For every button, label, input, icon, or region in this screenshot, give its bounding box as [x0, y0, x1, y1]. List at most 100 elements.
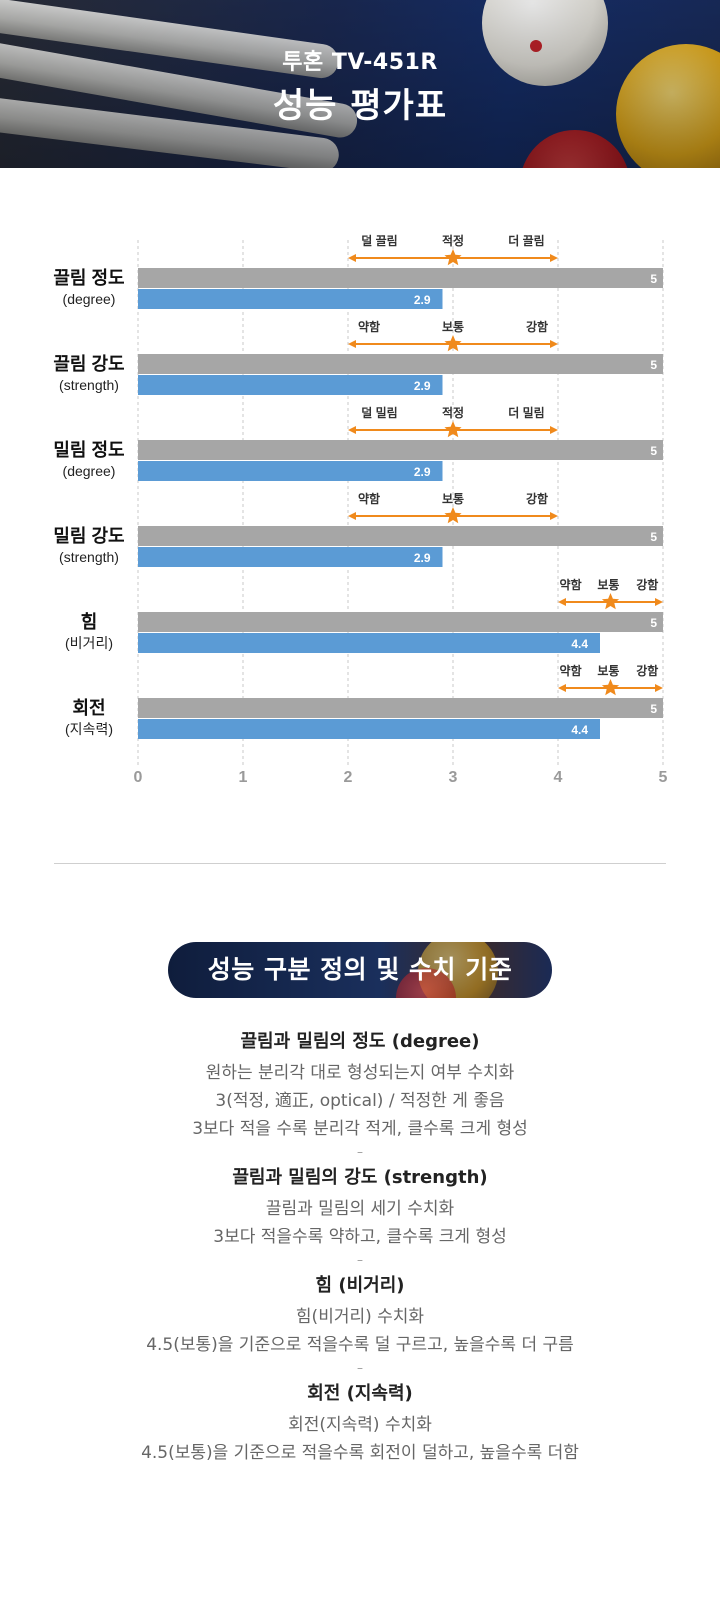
value-bar-label: 4.4 — [571, 637, 588, 651]
scale-arrow-right-head — [550, 254, 558, 262]
scale-arrow-left-head — [348, 426, 356, 434]
definition-line: 끌림과 밀림의 세기 수치화 — [265, 1199, 455, 1219]
definition-separator: – — [357, 1253, 363, 1267]
row-label: 밀림 강도 — [53, 526, 124, 546]
section-divider — [54, 863, 666, 864]
value-bar-label: 2.9 — [414, 551, 431, 565]
definition-power: 힘 (비거리) 힘(비거리) 수치화 4.5(보통)을 기준으로 적을수록 덜 … — [0, 1269, 720, 1377]
scale-arrow-left-head — [348, 254, 356, 262]
scale-arrow-right-head — [550, 512, 558, 520]
scale-label: 더 끌림 — [508, 233, 544, 248]
definition-spin: 회전 (지속력) 회전(지속력) 수치화 4.5(보통)을 기준으로 적을수록 … — [0, 1377, 720, 1467]
scale-label: 덜 끌림 — [361, 234, 397, 248]
max-bar-label: 5 — [650, 358, 657, 372]
scale-star-icon — [444, 249, 462, 266]
x-tick-label: 3 — [449, 769, 458, 786]
definition-title: 힘 (비거리) — [315, 1275, 405, 1296]
max-bar-label: 5 — [650, 444, 657, 458]
value-bar-label: 2.9 — [414, 293, 431, 307]
value-bar — [138, 633, 600, 653]
scale-label: 적정 — [442, 405, 464, 420]
value-bar — [138, 461, 443, 481]
definition-title: 끌림과 밀림의 강도 (strength) — [232, 1167, 488, 1188]
scale-label: 강함 — [636, 577, 658, 592]
max-bar — [138, 354, 663, 374]
scale-label: 약함 — [560, 577, 582, 592]
scale-label: 덜 밀림 — [361, 406, 397, 420]
scale-arrow-right-head — [655, 684, 663, 692]
max-bar — [138, 268, 663, 288]
row-sublabel: (비거리) — [65, 635, 113, 651]
max-bar — [138, 698, 663, 718]
x-tick-label: 4 — [554, 769, 563, 786]
definition-line: 4.5(보통)을 기준으로 적을수록 회전이 덜하고, 높을수록 더함 — [141, 1443, 579, 1463]
scale-label: 약함 — [560, 663, 582, 678]
scale-arrow-left-head — [348, 340, 356, 348]
scale-label: 더 밀림 — [508, 405, 544, 420]
row-label: 힘 — [81, 612, 98, 632]
hero-shade — [0, 0, 720, 168]
product-name: 투혼 TV-451R — [282, 50, 438, 75]
scale-arrow-left-head — [558, 684, 566, 692]
value-bar-label: 2.9 — [414, 465, 431, 479]
row-sublabel: (degree) — [63, 291, 116, 307]
value-bar — [138, 719, 600, 739]
scale-star-icon — [444, 335, 462, 352]
scale-label: 강함 — [526, 319, 548, 334]
value-bar — [138, 289, 443, 309]
scale-label: 강함 — [636, 663, 658, 678]
definitions-heading-badge: 성능 구분 정의 및 수치 기준 — [168, 942, 552, 998]
definitions-list: 끌림과 밀림의 정도 (degree) 원하는 분리각 대로 형성되는지 여부 … — [0, 1025, 720, 1467]
row-sublabel: (지속력) — [65, 721, 113, 737]
max-bar-label: 5 — [650, 530, 657, 544]
value-bar-label: 4.4 — [571, 723, 588, 737]
x-tick-label: 1 — [239, 769, 248, 786]
definition-line: 4.5(보통)을 기준으로 적을수록 덜 구르고, 높을수록 더 구름 — [146, 1335, 574, 1355]
scale-label: 약함 — [358, 491, 380, 506]
definition-line: 힘(비거리) 수치화 — [295, 1307, 425, 1327]
row-label: 밀림 정도 — [53, 440, 124, 460]
definition-strength: 끌림과 밀림의 강도 (strength) 끌림과 밀림의 세기 수치화 3보다… — [0, 1161, 720, 1269]
scale-label: 보통 — [597, 663, 619, 678]
definition-line: 3보다 적을수록 약하고, 클수록 크게 형성 — [213, 1227, 507, 1247]
max-bar — [138, 440, 663, 460]
definition-line: 회전(지속력) 수치화 — [288, 1415, 432, 1435]
definition-degree: 끌림과 밀림의 정도 (degree) 원하는 분리각 대로 형성되는지 여부 … — [0, 1025, 720, 1161]
max-bar — [138, 612, 663, 632]
max-bar — [138, 526, 663, 546]
row-label: 회전 — [72, 698, 105, 718]
scale-label: 보통 — [597, 577, 619, 592]
scale-arrow-right-head — [550, 340, 558, 348]
definition-separator: – — [357, 1361, 363, 1375]
scale-label: 강함 — [526, 491, 548, 506]
value-bar — [138, 547, 443, 567]
definitions-heading: 성능 구분 정의 및 수치 기준 — [207, 955, 513, 984]
scale-star-icon — [444, 421, 462, 438]
scale-star-icon — [601, 679, 620, 696]
hero-banner: 투혼 TV-451R 성능 평가표 — [0, 0, 720, 168]
red-dot-marker — [530, 40, 542, 52]
scale-arrow-left-head — [348, 512, 356, 520]
definition-title: 회전 (지속력) — [307, 1383, 413, 1404]
page-title: 성능 평가표 — [272, 86, 448, 126]
row-label: 끌림 정도 — [53, 268, 124, 288]
definition-line: 원하는 분리각 대로 형성되는지 여부 수치화 — [205, 1063, 515, 1083]
scale-label: 약함 — [358, 319, 380, 334]
row-sublabel: (strength) — [59, 377, 119, 393]
scale-arrow-left-head — [558, 598, 566, 606]
row-sublabel: (strength) — [59, 549, 119, 565]
row-label: 끌림 강도 — [53, 354, 124, 374]
max-bar-label: 5 — [650, 702, 657, 716]
scale-arrow-right-head — [655, 598, 663, 606]
definition-title: 끌림과 밀림의 정도 (degree) — [240, 1031, 480, 1052]
x-tick-label: 2 — [344, 769, 353, 786]
max-bar-label: 5 — [650, 616, 657, 630]
max-bar-label: 5 — [650, 272, 657, 286]
definition-line: 3(적정, 適正, optical) / 적정한 게 좋음 — [215, 1091, 505, 1111]
value-bar-label: 2.9 — [414, 379, 431, 393]
definition-separator: – — [357, 1145, 363, 1159]
definition-line: 3보다 적을 수록 분리각 적게, 클수록 크게 형성 — [192, 1119, 528, 1139]
scale-star-icon — [601, 593, 620, 610]
scale-label: 적정 — [442, 233, 464, 248]
value-bar — [138, 375, 443, 395]
